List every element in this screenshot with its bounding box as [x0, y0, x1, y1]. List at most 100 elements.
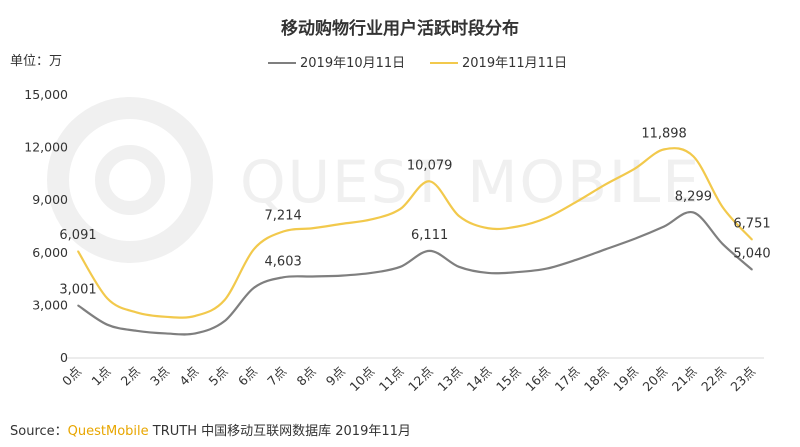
source-note: Source：QuestMobile TRUTH 中国移动互联网数据库 2019…	[10, 420, 411, 439]
x-tick-label: 12点	[405, 364, 436, 395]
data-point	[165, 315, 167, 318]
data-point	[311, 227, 314, 230]
data-point	[546, 216, 548, 219]
x-tick-label: 3点	[147, 364, 172, 389]
data-point	[604, 183, 607, 186]
data-point	[282, 230, 284, 233]
data-point	[340, 274, 343, 277]
data-point	[311, 275, 314, 278]
data-point	[340, 223, 343, 225]
series	[77, 147, 753, 336]
data-point	[253, 248, 255, 251]
data-point	[135, 311, 138, 314]
unit-label: 单位：万	[10, 54, 63, 69]
data-label: 8,299	[675, 189, 712, 204]
data-point	[575, 259, 577, 261]
x-tick-label: 2点	[118, 364, 143, 389]
x-tick-label: 9点	[323, 364, 348, 389]
x-tick-label: 8点	[293, 364, 318, 389]
y-tick-label: 0	[60, 350, 68, 365]
data-point	[106, 323, 109, 326]
x-tick-label: 7点	[264, 364, 289, 389]
data-point	[721, 206, 724, 209]
data-point	[458, 215, 460, 217]
data-label: 6,751	[733, 217, 770, 232]
x-tick-label: 10点	[346, 364, 377, 395]
x-tick-label: 14点	[464, 364, 495, 395]
chart-title: 移动购物行业用户活跃时段分布	[281, 19, 519, 39]
legend-label-1: 2019年10月11日	[300, 56, 405, 71]
data-label: 6,091	[59, 228, 96, 243]
data-point	[721, 243, 724, 245]
x-tick-label: 5点	[206, 364, 231, 389]
y-tick-label: 15,000	[24, 87, 68, 102]
source-brand: QuestMobile	[67, 424, 149, 439]
data-point	[663, 148, 665, 151]
data-point	[253, 287, 255, 289]
data-point	[663, 225, 665, 228]
data-point	[399, 266, 402, 268]
data-point	[106, 297, 109, 300]
data-label: 10,079	[407, 158, 453, 173]
data-point	[223, 299, 226, 301]
data-point	[458, 266, 460, 268]
x-tick-label: 19点	[610, 364, 641, 395]
x-tick-label: 18点	[581, 364, 612, 395]
x-tick-label: 13点	[434, 364, 465, 395]
x-tick-label: 6点	[235, 364, 260, 389]
legend: 2019年10月11日 2019年11月11日	[268, 56, 567, 71]
x-tick-label: 20点	[640, 364, 671, 395]
data-label: 4,603	[265, 254, 302, 269]
x-tick-label: 11点	[376, 364, 407, 395]
data-point	[546, 267, 548, 270]
data-point	[692, 211, 695, 214]
data-point	[692, 155, 695, 158]
x-tick-label: 1点	[88, 364, 113, 389]
x-tick-label: 0点	[59, 364, 84, 389]
data-labels: 3,001 4,603 6,111 8,299 5,040 6,091 7,214 10,07…	[59, 126, 770, 297]
y-tick-label: 9,000	[32, 192, 68, 207]
data-point	[194, 332, 197, 335]
data-point	[604, 248, 607, 251]
data-point	[516, 225, 519, 228]
watermark: QUEST MOBILE	[47, 97, 701, 263]
y-tick-label: 12,000	[24, 140, 68, 155]
x-tick-label: 21点	[669, 364, 700, 395]
data-point	[77, 304, 79, 307]
axes: 0 3,000 6,000 9,000 12,000 15,000 0点 1点 2点 3点 4点 5点…	[24, 87, 764, 394]
x-tick-label: 17点	[552, 364, 583, 395]
data-point	[370, 272, 372, 274]
x-tick-label: 4点	[176, 364, 201, 389]
data-label: 3,001	[59, 282, 96, 297]
source-prefix: Source：	[10, 424, 68, 439]
y-tick-label: 3,000	[32, 297, 68, 312]
watermark-text: QUEST MOBILE	[240, 148, 701, 216]
x-tick-label: 15点	[493, 364, 524, 395]
data-label: 11,898	[641, 126, 687, 141]
data-point	[428, 250, 431, 252]
data-point	[575, 201, 577, 203]
data-point	[194, 315, 197, 317]
data-point	[428, 180, 431, 183]
data-point	[751, 268, 753, 271]
data-point	[223, 320, 226, 322]
data-point	[516, 271, 519, 273]
series-line-2	[77, 147, 753, 319]
data-point	[399, 208, 402, 210]
data-point	[135, 330, 138, 332]
x-tick-label: 23点	[727, 364, 758, 395]
data-label: 7,214	[265, 209, 302, 224]
data-point	[751, 238, 753, 241]
data-point	[487, 227, 490, 230]
y-tick-label: 6,000	[32, 245, 68, 260]
data-point	[165, 332, 167, 335]
data-point	[282, 276, 284, 279]
x-tick-label: 22点	[698, 364, 729, 395]
legend-label-2: 2019年11月11日	[462, 56, 567, 71]
data-point	[370, 218, 372, 221]
data-point	[77, 250, 79, 253]
data-point	[633, 237, 636, 240]
data-label: 5,040	[733, 247, 770, 262]
source-rest: TRUTH 中国移动互联网数据库 2019年11月	[152, 424, 411, 439]
